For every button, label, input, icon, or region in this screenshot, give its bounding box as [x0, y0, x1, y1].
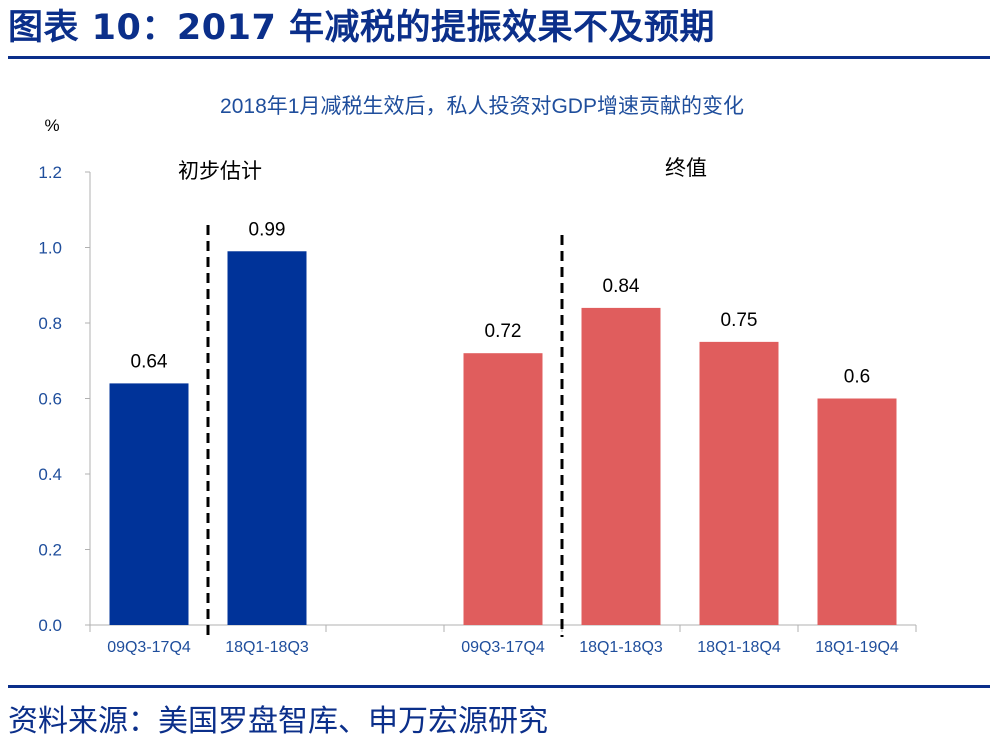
data-label: 0.6	[844, 367, 870, 388]
bar	[581, 307, 661, 625]
bar	[699, 341, 779, 625]
figure-title: 图表 10：2017 年减税的提振效果不及预期	[8, 8, 715, 48]
bar-chart: 2018年1月减税生效后，私人投资对GDP增速贡献的变化 % 0.0 0.2 0.4…	[38, 95, 917, 656]
y-tick-label: 0.6	[38, 390, 62, 409]
y-tick-label: 1.0	[38, 239, 62, 258]
bar	[817, 398, 897, 625]
x-tick-label: 18Q1-18Q3	[579, 639, 663, 656]
footer-divider	[8, 685, 990, 688]
header-divider	[8, 56, 990, 59]
data-label: 0.99	[249, 219, 286, 240]
chart-title: 2018年1月减税生效后，私人投资对GDP增速贡献的变化	[220, 95, 744, 118]
data-label: 0.84	[603, 276, 640, 297]
data-labels: 0.64 0.99 0.72 0.84 0.75 0.6	[131, 219, 871, 387]
y-tick-label: 0.0	[38, 616, 62, 635]
data-label: 0.64	[131, 351, 168, 372]
bar	[463, 353, 543, 625]
source-note: 资料来源：美国罗盘智库、申万宏源研究	[8, 704, 548, 739]
y-tick-label: 0.8	[38, 314, 62, 333]
y-tick-label: 1.2	[38, 163, 62, 182]
data-label: 0.75	[721, 310, 758, 331]
bars	[109, 251, 897, 625]
bar	[227, 251, 307, 625]
x-tick-label: 18Q1-18Q3	[225, 639, 309, 656]
x-tick-label: 18Q1-19Q4	[815, 639, 899, 656]
group-label-final: 终值	[665, 157, 707, 180]
y-tick-label: 0.4	[38, 465, 62, 484]
x-tick-label: 09Q3-17Q4	[107, 639, 191, 656]
group-label-initial: 初步估计	[178, 160, 262, 183]
x-tick-label: 09Q3-17Q4	[461, 639, 545, 656]
y-axis-unit: %	[44, 116, 59, 135]
axes: 0.0 0.2 0.4 0.6 0.8 1.0 1.2 09Q3-17Q4 18Q1-18Q3 0…	[38, 163, 917, 656]
y-tick-label: 0.2	[38, 541, 62, 560]
bar	[109, 383, 189, 625]
data-label: 0.72	[485, 321, 522, 342]
x-tick-label: 18Q1-18Q4	[697, 639, 781, 656]
